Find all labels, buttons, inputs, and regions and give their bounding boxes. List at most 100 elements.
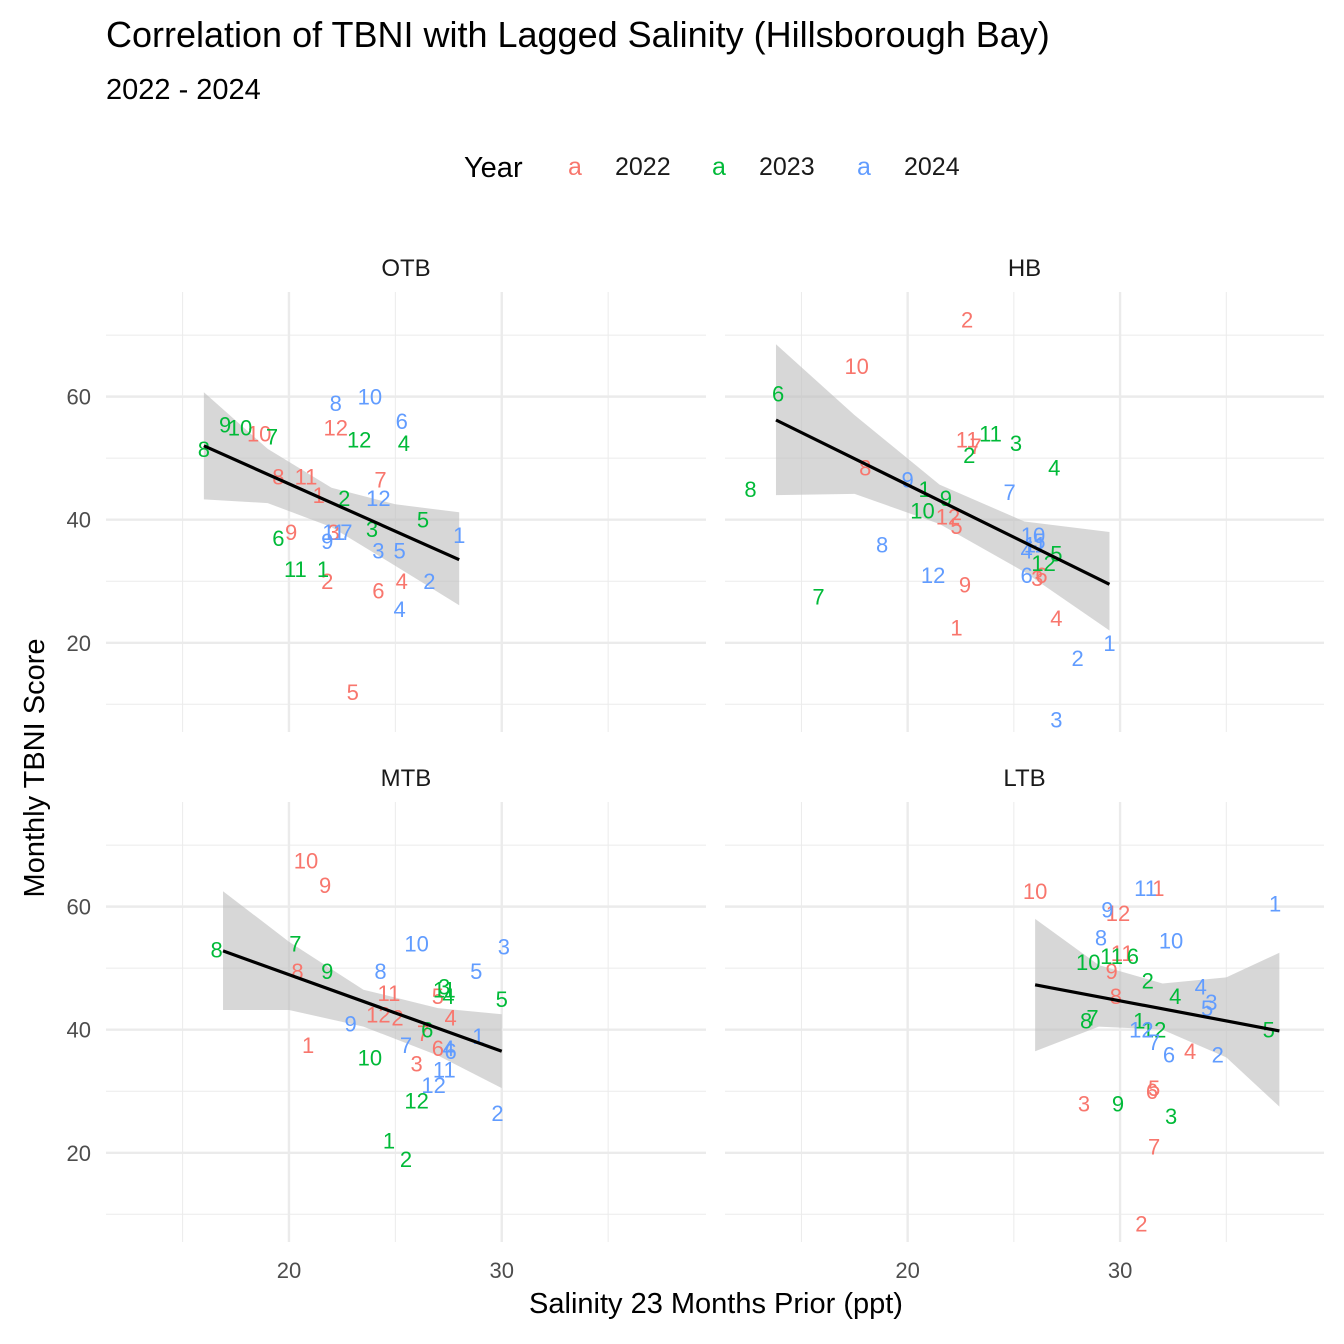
point-label-2023-m5: 5 — [496, 987, 508, 1012]
point-label-2022-m7: 7 — [1148, 1135, 1160, 1160]
point-label-2023-m1: 1 — [317, 557, 329, 582]
legend: Year a 2022 a 2023 a 2024 — [464, 152, 960, 184]
point-label-2024-m2: 2 — [423, 569, 435, 594]
point-label-2022-m9: 9 — [285, 520, 297, 545]
point-label-2023-m9: 9 — [1112, 1092, 1124, 1117]
point-label-2023-m1: 1 — [383, 1128, 395, 1153]
legend-label-2024: 2024 — [904, 153, 960, 181]
facet-strip-label: OTB — [381, 255, 430, 282]
point-label-2024-m7: 7 — [340, 520, 352, 545]
regression-line — [1034, 983, 1280, 1033]
point-label-2023-m10: 10 — [910, 498, 934, 523]
point-label-2023-m8: 8 — [744, 477, 756, 502]
point-label-2023-m12: 12 — [1142, 1018, 1166, 1043]
facet-strip-label: HB — [1008, 255, 1041, 282]
point-label-2024-m1: 1 — [1269, 892, 1281, 917]
point-label-2022-m3: 3 — [411, 1052, 423, 1077]
point-label-2022-m6: 6 — [432, 1036, 444, 1061]
point-label-2023-m7: 7 — [1086, 1005, 1098, 1030]
point-label-2024-m8: 8 — [374, 959, 386, 984]
legend-label-2022: 2022 — [615, 153, 671, 181]
y-tick-label: 40 — [67, 1018, 91, 1043]
point-label-2023-m7: 7 — [812, 585, 824, 610]
point-label-2024-m4: 4 — [393, 597, 405, 622]
x-tick-label: 20 — [895, 1258, 919, 1283]
point-label-2022-m6: 6 — [1146, 1079, 1158, 1104]
point-label-2024-m6: 6 — [445, 1039, 457, 1064]
y-tick-label: 20 — [67, 631, 91, 656]
point-label-2023-m11: 11 — [979, 422, 1002, 447]
legend-items: a 2022 a 2023 a 2024 — [568, 153, 960, 181]
point-label-2023-m4: 4 — [1169, 984, 1181, 1009]
point-label-2024-m10: 10 — [358, 385, 382, 410]
point-label-2024-m10: 10 — [1159, 928, 1183, 953]
point-label-2024-m7: 7 — [1148, 1030, 1160, 1055]
point-label-2023-m4: 4 — [398, 431, 410, 456]
point-label-2022-m5: 5 — [1148, 1076, 1160, 1101]
chart-title: Correlation of TBNI with Lagged Salinity… — [106, 14, 1050, 55]
point-label-2022-m11: 11 — [378, 981, 401, 1006]
confidence-band — [223, 891, 502, 1089]
point-label-2024-m2: 2 — [1212, 1042, 1224, 1067]
point-label-2023-m1: 1 — [1133, 1008, 1145, 1033]
legend-key-2023: a — [712, 153, 726, 181]
point-label-2022-m4: 4 — [396, 569, 408, 594]
point-label-2024-m8: 8 — [330, 391, 342, 416]
point-label-2022-m2: 2 — [391, 1005, 403, 1030]
point-label-2024-m5: 5 — [470, 959, 482, 984]
point-label-2023-m10: 10 — [228, 415, 252, 440]
point-label-2022-m1: 1 — [302, 1033, 314, 1058]
y-tick-label: 40 — [67, 508, 91, 533]
point-label-2024-m8: 8 — [1095, 925, 1107, 950]
point-label-2023-m11: 11 — [284, 557, 307, 582]
panel-otb: OTB2040601234567891011121234567891011121… — [67, 255, 706, 732]
point-label-2022-m5: 5 — [432, 984, 444, 1009]
point-label-2023-m2: 2 — [400, 1147, 412, 1172]
point-label-2023-m4: 4 — [442, 984, 454, 1009]
point-label-2024-m9: 9 — [345, 1012, 357, 1037]
point-label-2024-m6: 6 — [396, 409, 408, 434]
point-label-2024-m7: 7 — [1004, 480, 1016, 505]
point-label-2024-m10: 10 — [404, 932, 428, 957]
point-label-2022-m12: 12 — [1106, 901, 1130, 926]
point-label-2023-m6: 6 — [1127, 944, 1139, 969]
point-label-2022-m9: 9 — [959, 572, 971, 597]
point-label-2022-m4: 4 — [445, 1005, 457, 1030]
point-label-2024-m9: 9 — [902, 468, 914, 493]
confidence-band — [203, 392, 460, 606]
point-label-2023-m3: 3 — [1165, 1104, 1177, 1129]
x-axis-title: Salinity 23 Months Prior (ppt) — [529, 1288, 903, 1320]
point-label-2022-m10: 10 — [844, 354, 868, 379]
point-label-2024-m9: 9 — [321, 529, 333, 554]
point-label-2023-m2: 2 — [338, 486, 350, 511]
point-label-2022-m8: 8 — [272, 465, 284, 490]
point-label-2022-m7: 7 — [374, 468, 386, 493]
x-tick-label: 30 — [1108, 1258, 1132, 1283]
point-label-2023-m12: 12 — [347, 428, 371, 453]
point-label-2024-m12: 12 — [366, 486, 390, 511]
point-label-2023-m9: 9 — [219, 412, 231, 437]
point-label-2024-m6: 6 — [1163, 1042, 1175, 1067]
point-label-2022-m9: 9 — [1105, 959, 1117, 984]
point-label-2022-m5: 5 — [347, 680, 359, 705]
confidence-band — [775, 344, 1110, 631]
point-label-2023-m4: 4 — [1048, 455, 1060, 480]
point-label-2022-m10: 10 — [247, 422, 271, 447]
point-label-2024-m4: 4 — [442, 1036, 454, 1061]
point-label-2024-m8: 8 — [876, 532, 888, 557]
regression-line — [203, 444, 460, 562]
confidence-band — [1035, 918, 1280, 1107]
chart-subtitle: 2022 - 2024 — [106, 74, 261, 106]
point-label-2023-m8: 8 — [211, 938, 223, 963]
point-label-2022-m6: 6 — [372, 578, 384, 603]
y-axis-title: Monthly TBNI Score — [19, 639, 51, 898]
point-label-2022-m3: 3 — [1078, 1092, 1090, 1117]
point-label-2024-m1: 1 — [453, 523, 465, 548]
regression-line — [775, 418, 1111, 586]
point-label-2024-m3: 3 — [372, 538, 384, 563]
point-label-2024-m11: 11 — [322, 520, 345, 545]
point-label-2024-m6: 6 — [1020, 563, 1032, 588]
point-label-2023-m6: 6 — [772, 382, 784, 407]
